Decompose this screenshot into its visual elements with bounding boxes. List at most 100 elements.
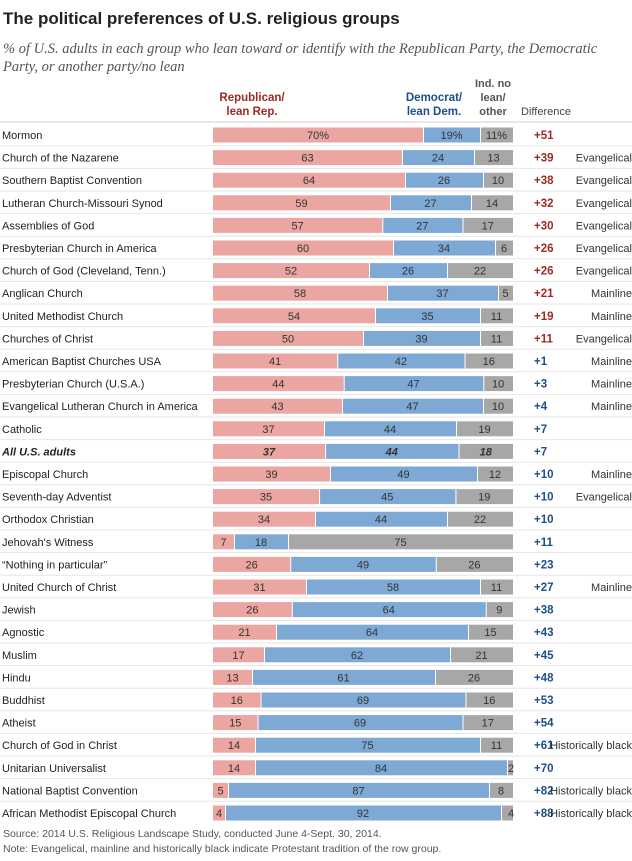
value-democrat: 27 xyxy=(416,220,428,232)
bar-independent xyxy=(472,195,513,211)
row-label: National Baptist Convention xyxy=(2,785,138,797)
bar-republican xyxy=(213,195,390,211)
bar-democrat xyxy=(226,805,501,821)
value-democrat: 44 xyxy=(384,424,396,436)
value-independent: 26 xyxy=(468,672,480,684)
value-democrat: 49 xyxy=(397,469,409,481)
bar-republican xyxy=(213,692,261,708)
bar-republican xyxy=(213,466,330,482)
value-difference: +26 xyxy=(534,266,554,278)
value-republican: 14 xyxy=(228,740,240,752)
row-tradition: Evangelical xyxy=(576,220,632,232)
value-independent: 15 xyxy=(484,627,496,639)
bar-democrat xyxy=(364,330,480,346)
value-independent: 10 xyxy=(492,175,504,187)
chart-title: The political preferences of U.S. religi… xyxy=(3,9,400,28)
row-tradition: Evangelical xyxy=(576,198,632,210)
value-republican: 64 xyxy=(303,175,315,187)
value-republican: 7 xyxy=(220,537,226,549)
value-independent: 13 xyxy=(487,153,499,165)
value-independent: 21 xyxy=(475,650,487,662)
bar-democrat xyxy=(256,737,480,753)
bar-independent xyxy=(508,760,513,776)
value-difference: +4 xyxy=(534,401,548,413)
row-label: All U.S. adults xyxy=(1,446,76,458)
header-difference: Difference xyxy=(521,106,571,118)
value-republican: 34 xyxy=(258,514,270,526)
chart-subtitle: % of U.S. adults in each group who lean … xyxy=(3,41,598,75)
row-tradition: Evangelical xyxy=(576,266,632,278)
header-independent: Ind. no xyxy=(475,78,511,90)
value-difference: +38 xyxy=(534,175,554,187)
value-difference: +10 xyxy=(534,514,554,526)
value-democrat: 26 xyxy=(402,266,414,278)
bar-republican xyxy=(213,624,276,640)
row-tradition: Historically black xyxy=(550,740,632,752)
bar-independent xyxy=(448,263,513,279)
value-republican: 43 xyxy=(271,401,283,413)
value-difference: +11 xyxy=(534,537,553,549)
row-tradition: Evangelical xyxy=(576,153,632,165)
value-democrat: 34 xyxy=(438,243,450,255)
row-tradition: Historically black xyxy=(550,808,632,820)
bar-independent xyxy=(451,647,513,663)
source-note: Source: 2014 U.S. Religious Landscape St… xyxy=(3,828,382,840)
bar-independent xyxy=(484,398,513,414)
value-republican: 5 xyxy=(217,785,223,797)
bar-independent xyxy=(475,150,513,166)
header-independent: other xyxy=(479,106,507,118)
value-independent: 6 xyxy=(501,243,507,255)
row-label: Churches of Christ xyxy=(2,333,93,345)
row-label: “Nothing in particular” xyxy=(2,559,107,571)
value-democrat: 62 xyxy=(351,650,363,662)
bar-democrat xyxy=(235,534,288,550)
row-label: Evangelical Lutheran Church in America xyxy=(2,401,199,413)
row-tradition: Mainline xyxy=(591,288,632,300)
row-label: Presbyterian Church in America xyxy=(2,243,158,255)
bar-democrat xyxy=(258,715,463,731)
row-label: Southern Baptist Convention xyxy=(2,175,142,187)
bar-independent xyxy=(456,489,513,505)
bar-republican xyxy=(213,421,324,437)
row-label: Orthodox Christian xyxy=(2,514,94,526)
value-independent: 19 xyxy=(478,492,490,504)
value-republican: 17 xyxy=(232,650,244,662)
value-republican: 59 xyxy=(295,198,307,210)
bar-independent xyxy=(457,421,513,437)
bar-independent xyxy=(478,466,513,482)
bar-independent xyxy=(484,172,513,188)
value-difference: +11 xyxy=(534,333,553,345)
bar-democrat xyxy=(256,760,507,776)
bar-republican xyxy=(213,308,375,324)
value-republican: 31 xyxy=(253,582,265,594)
value-independent: 10 xyxy=(492,401,504,413)
value-independent: 11 xyxy=(491,311,502,323)
value-difference: +7 xyxy=(534,446,547,458)
value-independent: 19 xyxy=(478,424,490,436)
value-republican: 21 xyxy=(238,627,250,639)
value-democrat: 24 xyxy=(432,153,444,165)
bar-republican xyxy=(213,353,338,369)
value-republican: 70% xyxy=(307,130,329,142)
value-independent: 26 xyxy=(468,559,480,571)
header-republican: Republican/ xyxy=(219,92,285,104)
row-label: Anglican Church xyxy=(2,288,83,300)
value-independent: 22 xyxy=(474,514,486,526)
bar-democrat xyxy=(320,489,456,505)
value-independent: 22 xyxy=(474,266,486,278)
bar-independent xyxy=(486,602,513,618)
row-tradition: Historically black xyxy=(550,785,632,797)
value-democrat: 27 xyxy=(424,198,436,210)
bar-republican xyxy=(213,443,326,459)
value-difference: +54 xyxy=(534,718,554,730)
value-democrat: 42 xyxy=(395,356,407,368)
value-republican: 37 xyxy=(262,424,274,436)
value-independent: 17 xyxy=(482,220,494,232)
row-tradition: Evangelical xyxy=(576,333,632,345)
row-tradition: Mainline xyxy=(591,401,632,413)
value-difference: +32 xyxy=(534,198,554,210)
bar-republican xyxy=(213,511,315,527)
bar-democrat xyxy=(307,579,480,595)
bar-democrat xyxy=(261,692,466,708)
